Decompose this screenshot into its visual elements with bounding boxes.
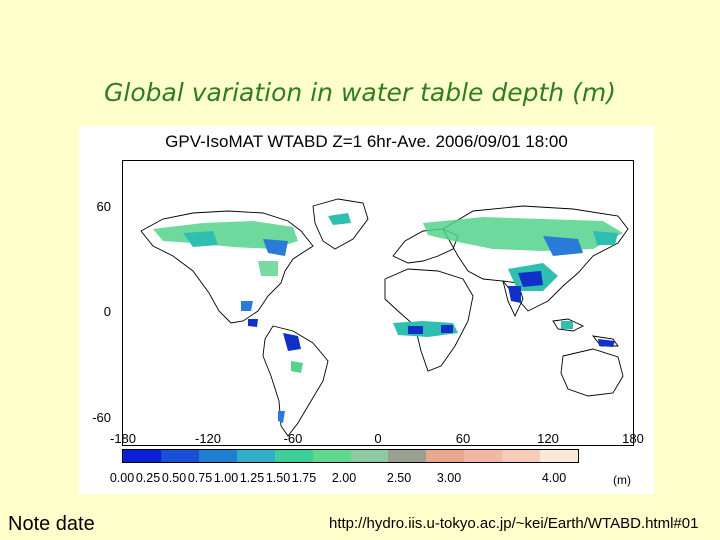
x-tick-minus-60: -60 xyxy=(283,431,303,446)
colorbar-segment xyxy=(198,450,237,462)
x-tick-180: 180 xyxy=(622,431,644,446)
x-tick-minus-120: -120 xyxy=(194,431,222,446)
colorbar-segment xyxy=(274,450,313,462)
colorbar-segment xyxy=(464,450,503,462)
water-table-shading xyxy=(153,213,623,423)
colorbar-segment xyxy=(502,450,541,462)
map-graphic xyxy=(140,198,629,437)
colorbar-label: 0.25 xyxy=(135,471,161,485)
x-tick-0: 0 xyxy=(374,431,382,446)
x-tick-minus-180: -180 xyxy=(109,431,137,446)
source-url[interactable]: http://hydro.iis.u-tokyo.ac.jp/~kei/Eart… xyxy=(329,515,699,532)
figure-title: GPV-IsoMAT WTABD Z=1 6hr-Ave. 2006/09/01… xyxy=(165,132,568,151)
y-tick-60: 60 xyxy=(96,199,111,214)
colorbar xyxy=(122,449,579,463)
colorbar-label: 3.00 xyxy=(436,471,462,485)
colorbar-label: 2.00 xyxy=(331,471,357,485)
colorbar-segment xyxy=(388,450,427,462)
colorbar-label: 1.25 xyxy=(239,471,265,485)
colorbar-label: 1.50 xyxy=(265,471,291,485)
colorbar-segment xyxy=(540,450,579,462)
colorbar-label: 2.50 xyxy=(386,471,412,485)
y-tick-0: 0 xyxy=(103,304,111,319)
colorbar-segment xyxy=(236,450,275,462)
colorbar-segment xyxy=(426,450,465,462)
colorbar-segment xyxy=(312,450,351,462)
colorbar-unit: (m) xyxy=(613,473,631,487)
world-map xyxy=(122,160,634,446)
x-tick-120: 120 xyxy=(537,431,559,446)
slide-title: Global variation in water table depth (m… xyxy=(104,78,616,107)
y-tick-minus-60: -60 xyxy=(92,410,111,425)
colorbar-label: 0.00 xyxy=(109,471,135,485)
colorbar-segment xyxy=(350,450,389,462)
colorbar-label: 1.75 xyxy=(291,471,317,485)
colorbar-segment xyxy=(160,450,199,462)
colorbar-label: 1.00 xyxy=(213,471,239,485)
figure-panel: GPV-IsoMAT WTABD Z=1 6hr-Ave. 2006/09/01… xyxy=(79,126,654,494)
colorbar-label: 4.00 xyxy=(541,471,567,485)
colorbar-segment xyxy=(123,450,161,462)
colorbar-label: 0.50 xyxy=(161,471,187,485)
note-date: Note date xyxy=(8,513,95,535)
coastlines xyxy=(140,198,629,437)
x-tick-60: 60 xyxy=(455,431,471,446)
colorbar-label: 0.75 xyxy=(187,471,213,485)
